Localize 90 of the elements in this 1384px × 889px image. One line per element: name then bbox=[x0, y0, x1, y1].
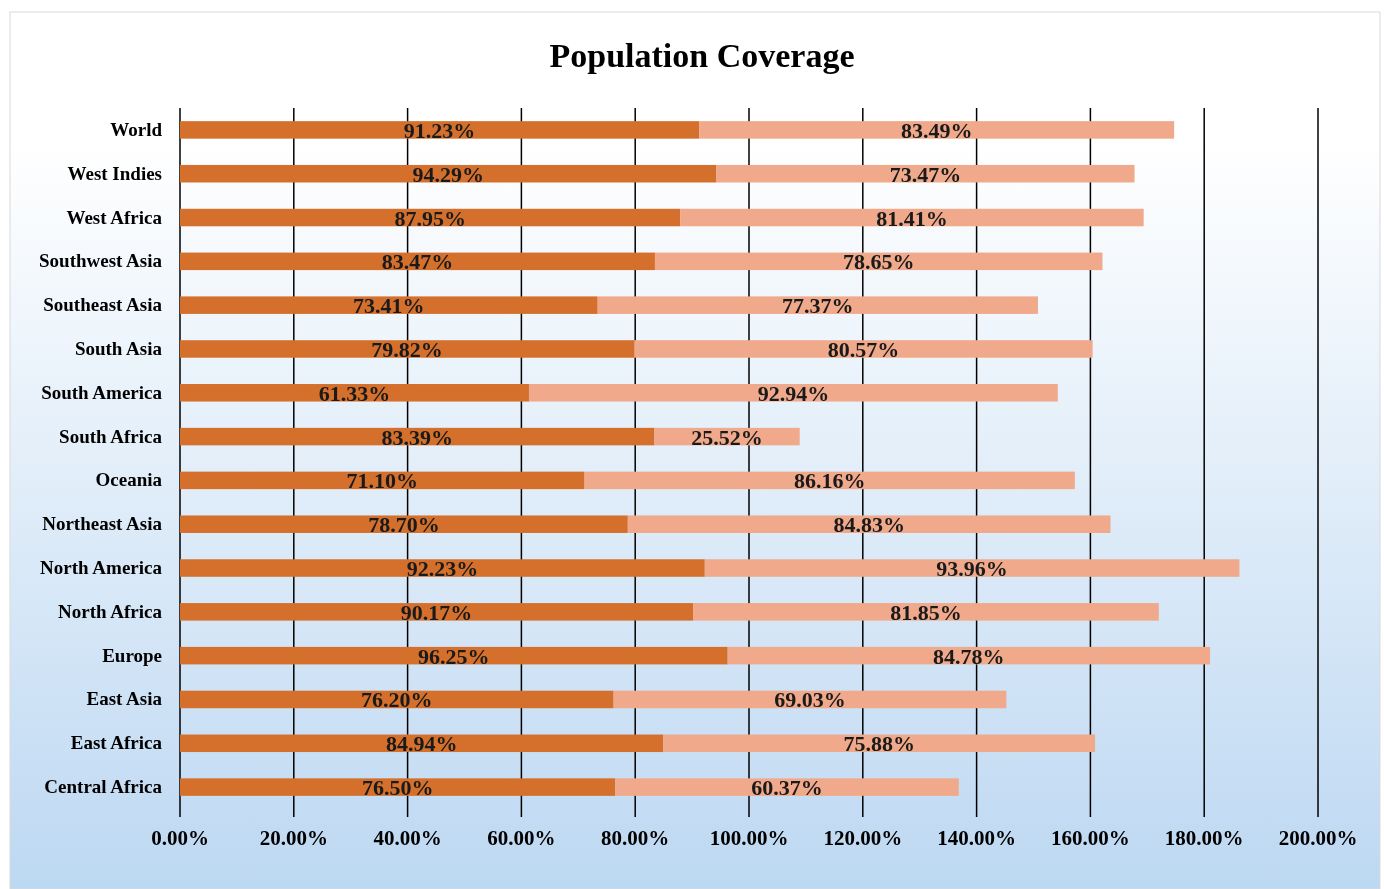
y-tick-label: West Africa bbox=[66, 206, 163, 228]
bar bbox=[180, 208, 681, 227]
data-label: 83.39% bbox=[381, 424, 453, 450]
x-tick-label: 160.00% bbox=[1051, 826, 1130, 850]
bar bbox=[180, 296, 598, 314]
bar bbox=[180, 340, 635, 358]
y-tick-label: South Africa bbox=[59, 425, 163, 447]
data-label: 77.37% bbox=[782, 293, 854, 319]
x-tick-label: 100.00% bbox=[709, 826, 789, 850]
y-tick-label: Oceania bbox=[95, 469, 163, 491]
bar bbox=[615, 778, 959, 796]
y-tick-label: West Indies bbox=[67, 162, 162, 184]
bar bbox=[180, 559, 705, 577]
bar bbox=[727, 646, 1211, 665]
bar bbox=[680, 208, 1144, 227]
y-tick-label: East Africa bbox=[70, 732, 163, 754]
bar bbox=[627, 515, 1111, 533]
data-label: 76.20% bbox=[361, 687, 433, 713]
bar bbox=[180, 252, 655, 271]
bar bbox=[528, 384, 1058, 402]
x-tick-label: 120.00% bbox=[823, 826, 903, 850]
data-label: 75.88% bbox=[843, 731, 915, 757]
data-label: 94.29% bbox=[412, 161, 485, 187]
bar bbox=[180, 690, 614, 709]
data-label: 87.95% bbox=[394, 205, 466, 231]
data-label: 61.33% bbox=[318, 380, 391, 406]
x-tick-label: 40.00% bbox=[373, 826, 442, 850]
bar bbox=[180, 603, 694, 621]
bar bbox=[597, 296, 1038, 314]
bar bbox=[663, 734, 1096, 753]
bar bbox=[716, 164, 1135, 183]
y-tick-label: North Africa bbox=[58, 600, 163, 622]
data-label: 96.25% bbox=[418, 643, 490, 669]
x-tick-label: 180.00% bbox=[1164, 826, 1244, 850]
data-label: 73.41% bbox=[353, 293, 425, 319]
data-label: 71.10% bbox=[346, 468, 419, 494]
y-tick-label: Central Africa bbox=[44, 776, 163, 798]
data-label: 60.37% bbox=[751, 775, 823, 801]
x-tick-label: 20.00% bbox=[259, 826, 328, 850]
x-tick-label: 140.00% bbox=[937, 826, 1016, 850]
data-label: 69.03% bbox=[774, 687, 846, 713]
data-label: 81.41% bbox=[876, 205, 948, 231]
data-label: 86.16% bbox=[793, 468, 866, 494]
data-label: 91.23% bbox=[403, 117, 476, 143]
data-label: 84.94% bbox=[385, 731, 458, 757]
bar bbox=[180, 471, 585, 490]
data-label: 93.96% bbox=[936, 556, 1008, 582]
data-label: 76.50% bbox=[361, 775, 434, 801]
bar bbox=[180, 427, 655, 446]
bar bbox=[180, 734, 664, 753]
data-label: 90.17% bbox=[400, 599, 473, 625]
y-tick-label: Southwest Asia bbox=[39, 250, 163, 272]
data-label: 81.85% bbox=[890, 599, 962, 625]
data-label: 80.57% bbox=[827, 336, 900, 362]
bar bbox=[704, 559, 1240, 577]
data-label: 92.23% bbox=[406, 556, 479, 582]
bar bbox=[180, 778, 616, 796]
bar bbox=[180, 646, 728, 665]
bar bbox=[180, 121, 700, 139]
x-tick-label: 200.00% bbox=[1278, 826, 1358, 850]
y-tick-label: North America bbox=[40, 557, 163, 579]
data-label: 84.83% bbox=[833, 512, 905, 538]
data-label: 78.70% bbox=[368, 512, 440, 538]
y-tick-label: East Asia bbox=[86, 688, 163, 710]
bar bbox=[699, 121, 1175, 139]
y-tick-label: South Asia bbox=[74, 337, 163, 359]
data-label: 92.94% bbox=[757, 380, 830, 406]
y-tick-label: World bbox=[110, 118, 163, 140]
data-label: 84.78% bbox=[933, 643, 1005, 669]
data-label: 73.47% bbox=[889, 161, 962, 187]
y-tick-label: Europe bbox=[102, 644, 162, 666]
y-tick-label: Northeast Asia bbox=[42, 513, 163, 535]
x-tick-label: 60.00% bbox=[487, 826, 556, 850]
y-tick-label: South America bbox=[41, 381, 163, 403]
bar bbox=[693, 603, 1159, 621]
bar bbox=[584, 471, 1075, 490]
bar bbox=[180, 384, 529, 402]
data-label: 83.47% bbox=[381, 249, 454, 275]
bar bbox=[180, 515, 628, 533]
y-tick-label: Southeast Asia bbox=[43, 294, 163, 316]
data-label: 78.65% bbox=[842, 249, 915, 275]
x-tick-label: 0.00% bbox=[151, 826, 209, 850]
chart-title: Population Coverage bbox=[549, 37, 855, 74]
data-label: 83.49% bbox=[900, 117, 973, 143]
bar bbox=[634, 340, 1093, 358]
data-label: 79.82% bbox=[371, 336, 443, 362]
x-tick-label: 80.00% bbox=[601, 826, 670, 850]
data-label: 25.52% bbox=[691, 424, 763, 450]
bar bbox=[654, 252, 1103, 271]
bar bbox=[180, 164, 717, 183]
